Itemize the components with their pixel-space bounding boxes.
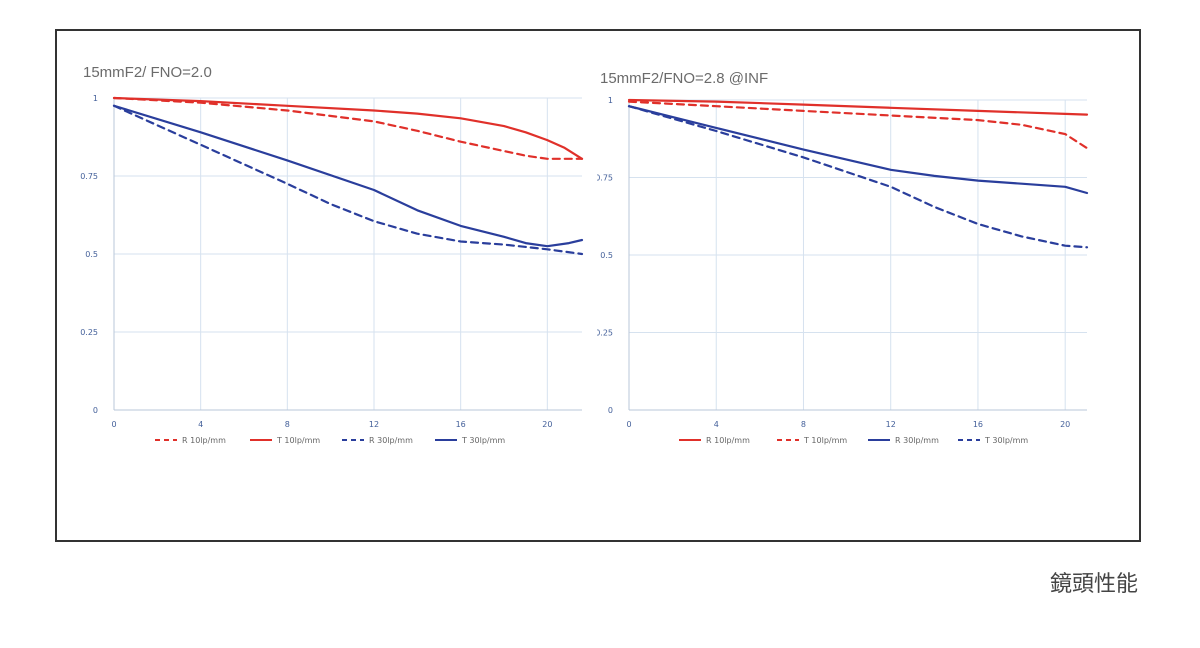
- x-tick-label: 12: [886, 420, 896, 429]
- series-line-blue-solid: [627, 105, 1089, 195]
- y-tick-label: 0.25: [597, 329, 613, 338]
- x-tick-label: 20: [1060, 420, 1070, 429]
- series-line-red-solid: [627, 98, 1089, 116]
- legend-label: T 30lp/mm: [984, 436, 1028, 445]
- mtf-chart-fno2: 0 0.25 0.5 0.75 1 0 4 8 12 16 20 R 10lp/mm T 10lp/mm…: [80, 94, 584, 445]
- legend-label: R 10lp/mm: [182, 436, 226, 445]
- x-tick-label: 8: [285, 420, 290, 429]
- series-line-red-solid: [112, 96, 584, 160]
- y-tick-label: 0.25: [80, 328, 98, 337]
- y-tick-label: 0.75: [597, 174, 613, 183]
- x-tick-label: 0: [111, 420, 116, 429]
- series-line-blue-dashed: [627, 105, 1089, 249]
- series-line-blue-solid: [112, 104, 584, 248]
- legend-label: T 30lp/mm: [461, 436, 505, 445]
- y-tick-label: 1: [93, 94, 98, 103]
- x-tick-label: 12: [369, 420, 379, 429]
- y-tick-label: 0: [93, 406, 98, 415]
- y-tick-label: 0.75: [80, 172, 98, 181]
- x-tick-label: 0: [626, 420, 631, 429]
- chart-title-right: 15mmF2/FNO=2.8 @INF: [600, 70, 769, 87]
- x-tick-label: 4: [714, 420, 719, 429]
- y-tick-label: 0.5: [600, 251, 613, 260]
- caption-lens-performance: 鏡頭性能: [1049, 572, 1138, 597]
- x-tick-label: 16: [973, 420, 983, 429]
- series-line-red-dashed: [627, 100, 1089, 150]
- legend-label: T 10lp/mm: [803, 436, 847, 445]
- chart-title-left: 15mmF2/ FNO=2.0: [83, 64, 212, 81]
- x-tick-label: 16: [456, 420, 466, 429]
- x-tick-label: 20: [542, 420, 552, 429]
- series-line-blue-dashed: [112, 104, 584, 256]
- x-tick-label: 8: [801, 420, 806, 429]
- legend-label: R 30lp/mm: [369, 436, 413, 445]
- series-line-red-dashed: [112, 96, 584, 160]
- figure-frame: [55, 29, 1141, 542]
- y-tick-label: 0: [608, 406, 613, 415]
- mtf-chart-fno28: 0 0.25 0.5 0.75 1 0 4 8 12 16 20 R 10lp/mm T 10lp/mm…: [597, 96, 1089, 445]
- y-tick-label: 1: [608, 96, 613, 105]
- y-tick-label: 0.5: [85, 250, 98, 259]
- legend-label: R 30lp/mm: [895, 436, 939, 445]
- x-tick-label: 4: [198, 420, 203, 429]
- legend-label: R 10lp/mm: [706, 436, 750, 445]
- legend-label: T 10lp/mm: [276, 436, 320, 445]
